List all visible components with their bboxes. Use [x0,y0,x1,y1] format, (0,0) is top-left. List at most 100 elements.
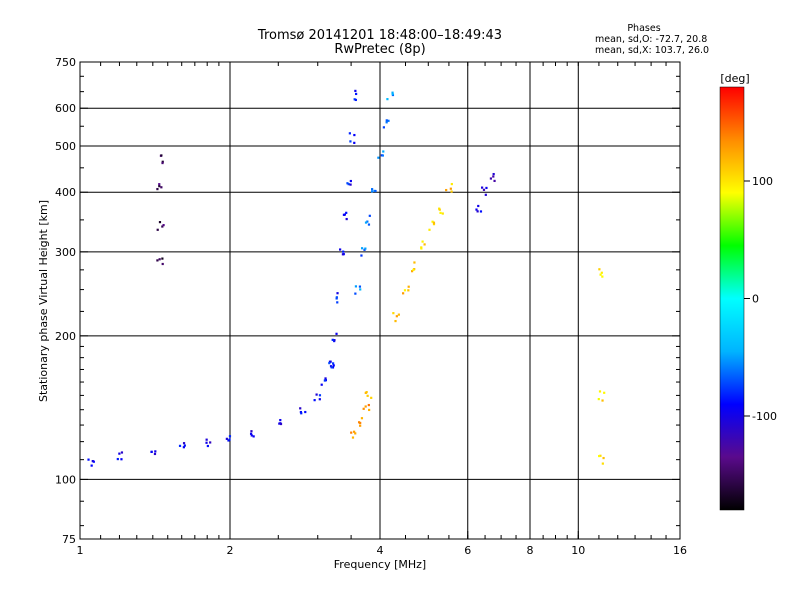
data-point [351,436,355,439]
data-point [178,444,182,447]
data-point [336,301,339,304]
data-point [367,223,371,226]
data-point [161,262,164,266]
data-point [364,391,367,395]
data-point [413,261,416,264]
y-tick-label: 200 [55,330,76,343]
x-tick-label: 8 [527,544,534,557]
data-point [392,312,395,315]
data-point [360,247,364,250]
data-point [385,121,388,124]
data-point [382,126,385,129]
x-axis-label: Frequency [MHz] [334,558,426,571]
data-point [331,338,334,341]
scatter-points [87,89,606,467]
data-point [156,228,159,231]
data-point [601,462,604,465]
data-point [598,454,601,458]
data-point [364,221,368,224]
data-point [160,186,163,189]
y-tick-label: 600 [55,102,76,115]
data-point [228,438,231,441]
data-point [339,248,342,251]
data-point [362,407,365,410]
data-point [407,285,410,288]
chart-subtitle: RwPretec (8p) [334,42,425,57]
x-tick-label: 16 [673,544,687,557]
data-point [349,183,352,186]
data-point [120,458,123,461]
colorbar-tick-label: 0 [752,293,759,306]
data-point [353,141,356,144]
data-point [335,332,338,335]
data-point [156,187,159,191]
data-point [601,275,604,278]
data-point [158,221,162,224]
data-point [160,154,163,157]
colorbar-tick-label: -100 [752,410,777,423]
y-axis-label: Stationary phase Virtual Height [km] [37,200,50,402]
data-point [364,405,367,408]
data-point [395,315,398,318]
data-point [441,212,444,215]
data-point [445,188,448,192]
data-point [411,270,414,273]
colorbar-axis: 100 0 -100 [744,175,777,423]
data-point [299,410,302,414]
data-point [354,89,357,93]
data-point [342,213,346,216]
data-point [347,183,350,186]
colorbar-label: [deg] [720,72,749,85]
data-point [600,271,603,274]
data-point [341,253,345,256]
data-point [366,394,369,397]
data-point [477,204,480,208]
data-point [428,228,431,231]
data-point [353,430,356,433]
data-point [493,179,496,183]
data-point [438,208,441,211]
data-point [450,182,453,186]
data-point [353,98,356,101]
data-point [329,360,332,363]
data-point [397,313,400,316]
data-point [87,458,90,461]
data-point [318,394,322,397]
data-point [358,285,362,288]
data-point [420,247,423,250]
data-point [154,450,157,453]
data-point [346,182,349,185]
data-point [349,140,352,143]
x-tick-label: 1 [77,544,84,557]
data-point [300,412,303,415]
data-point [161,225,164,228]
data-point [407,289,410,292]
data-point [315,393,318,396]
data-point [367,403,370,407]
data-point [603,391,606,394]
data-point [299,407,302,410]
data-point [249,432,253,435]
data-point [481,186,484,189]
data-point [335,296,338,299]
data-point [431,220,434,223]
data-point [598,390,602,393]
stats-heading: Phases [627,23,660,34]
data-point [449,187,452,190]
data-point [279,418,282,422]
data-point [350,431,353,434]
data-point [161,161,164,165]
y-tick-label: 500 [55,140,76,153]
data-point [476,210,479,213]
stats-o-mode: mean, sd,O: -72.7, 20.8 [595,34,707,45]
y-tick-label: 75 [62,533,76,546]
data-point [374,189,377,193]
x-tick-label: 10 [571,544,585,557]
data-point [371,190,374,193]
data-point [345,211,348,214]
data-point [354,98,357,102]
data-point [370,396,373,399]
data-point [439,211,442,214]
data-point [158,185,161,188]
data-point [313,399,316,402]
